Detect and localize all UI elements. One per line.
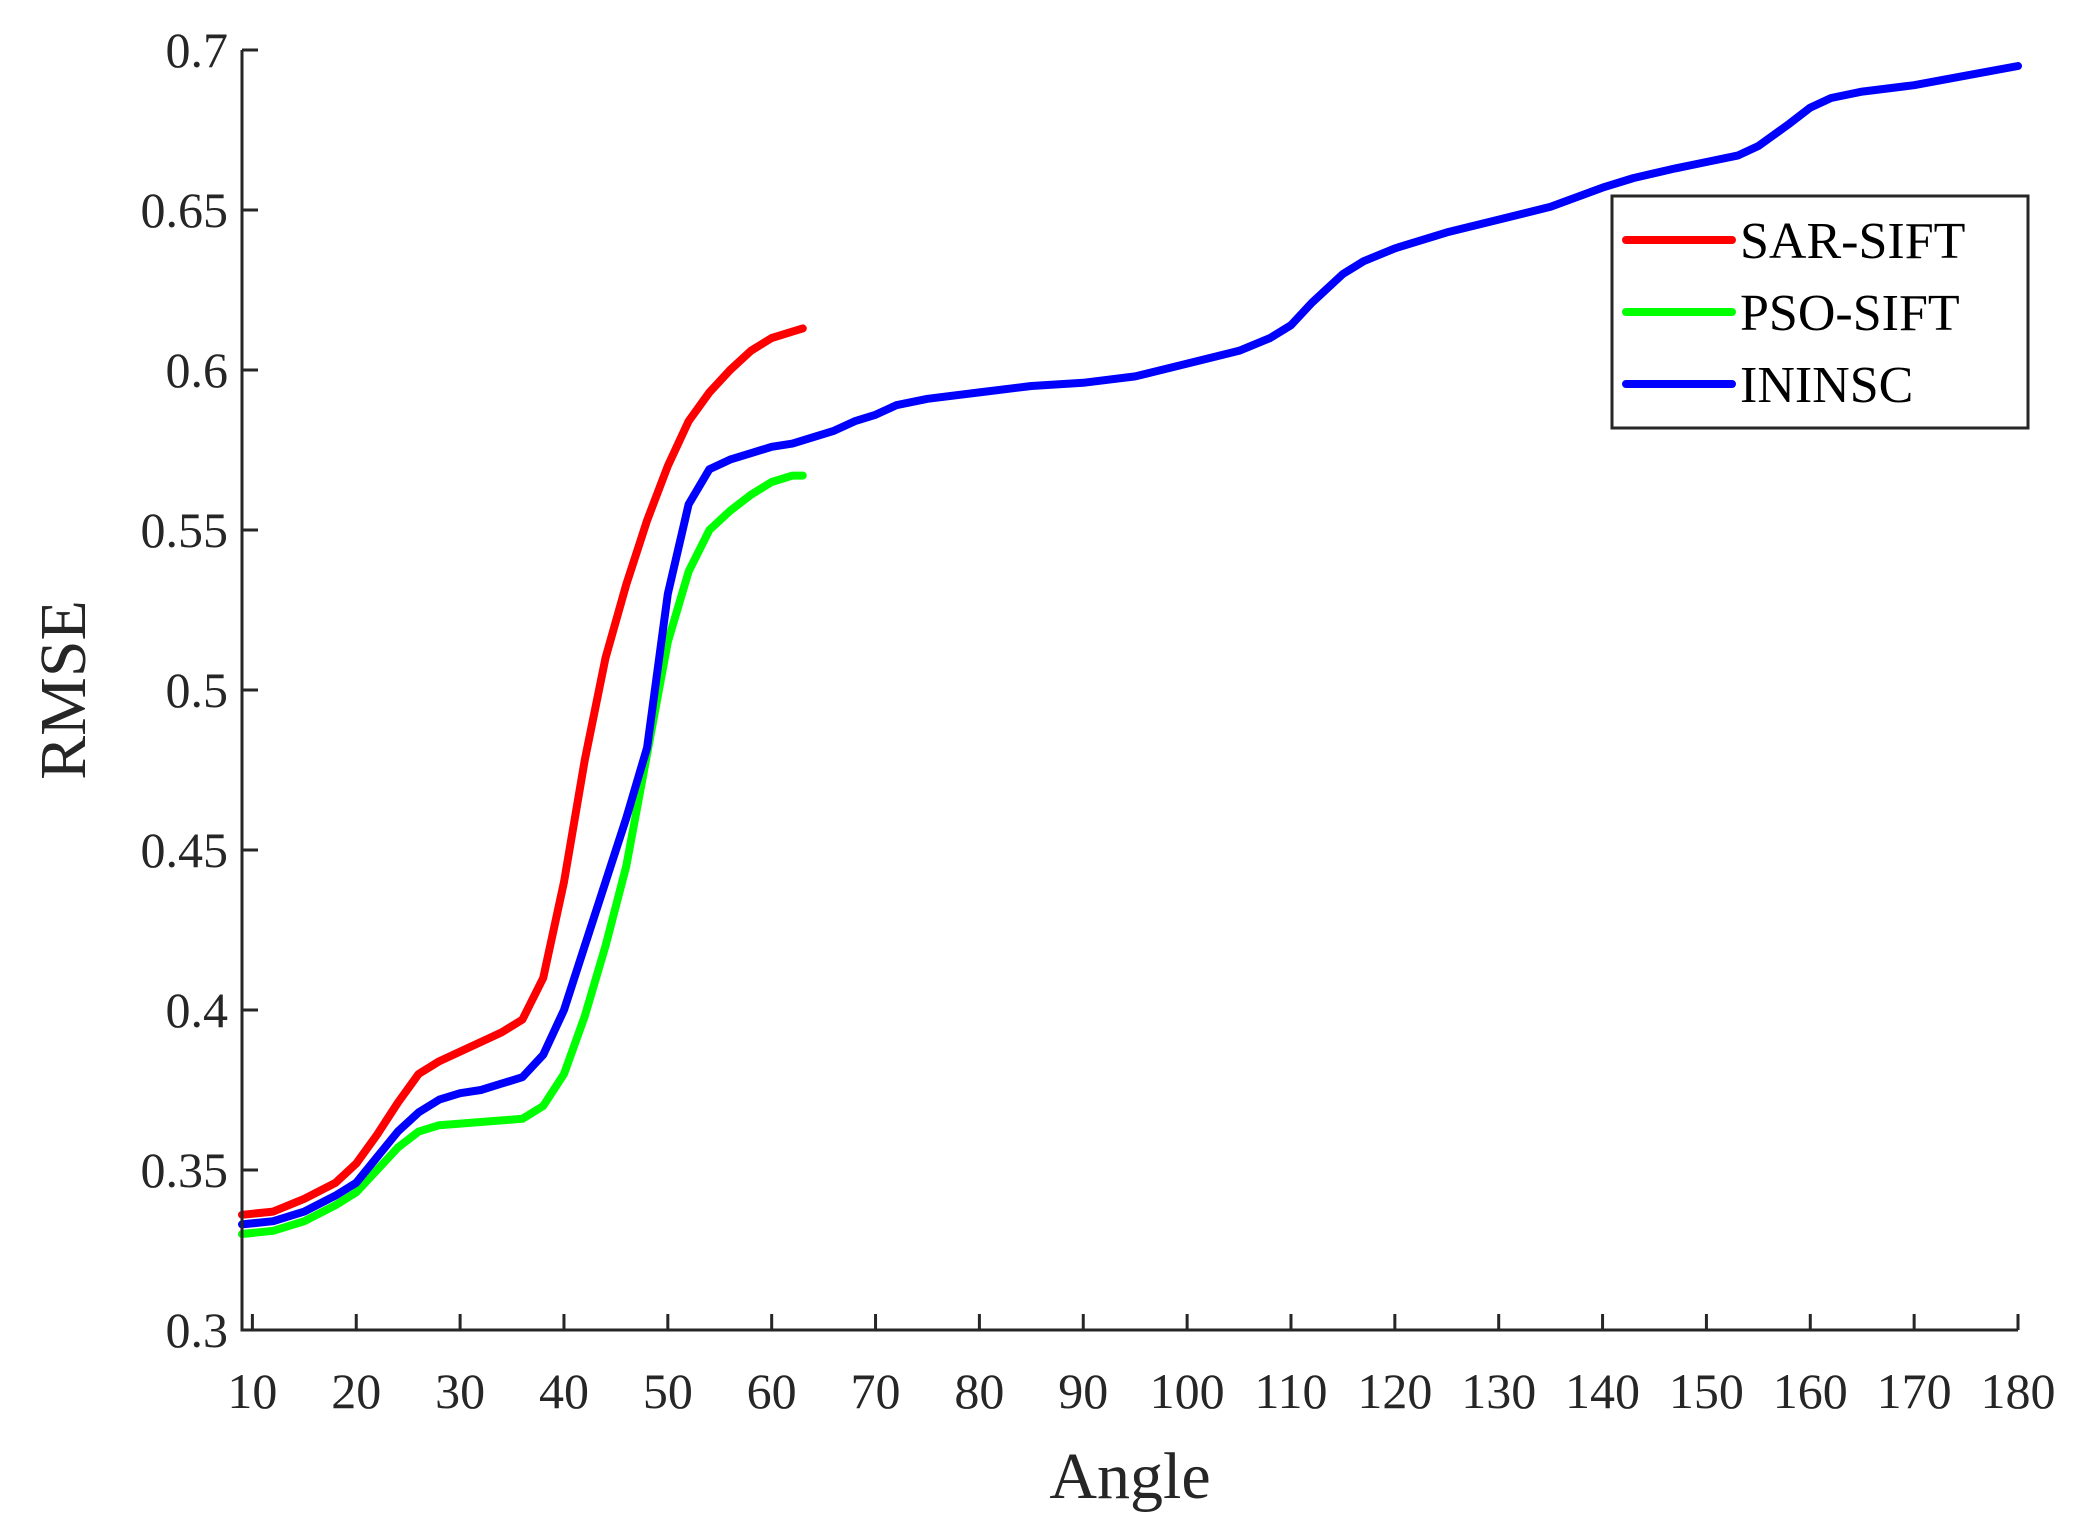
x-tick-label: 150 [1669,1363,1744,1419]
x-tick-label: 100 [1150,1363,1225,1419]
y-tick-label: 0.7 [166,22,229,78]
x-tick-label: 90 [1058,1363,1108,1419]
y-ticks: 0.3 0.35 0.4 0.45 0.5 0.55 0.6 0.65 0.7 [141,22,258,1358]
series-line-sar-sift [238,324,807,1219]
y-tick-label: 0.4 [166,982,229,1038]
series-layer [238,62,2022,1238]
x-tick-label: 180 [1981,1363,2056,1419]
legend: SAR-SIFT PSO-SIFT ININSC [1610,194,2030,430]
legend-label: PSO-SIFT [1740,285,1960,342]
x-tick-label: 130 [1461,1363,1536,1419]
x-tick-label: 70 [851,1363,901,1419]
x-tick-label: 110 [1254,1363,1327,1419]
series-line-pso-sift [238,471,807,1238]
x-axis-title: Angle [1049,1440,1210,1513]
x-tick-label: 160 [1773,1363,1848,1419]
x-tick-label: 60 [747,1363,797,1419]
series-line-ininsc [238,62,2022,1229]
x-tick-label: 120 [1357,1363,1432,1419]
y-tick-label: 0.55 [141,502,229,558]
x-tick-label: 80 [954,1363,1004,1419]
y-tick-label: 0.45 [141,822,229,878]
y-tick-label: 0.35 [141,1142,229,1198]
y-tick-label: 0.65 [141,182,229,238]
x-tick-label: 30 [435,1363,485,1419]
x-tick-label: 10 [227,1363,277,1419]
y-tick-label: 0.5 [166,662,229,718]
legend-label: SAR-SIFT [1740,213,1965,270]
x-ticks: 10 20 30 40 50 60 70 80 90 100 110 120 130 140 150 160 1… [227,1314,2056,1419]
y-tick-label: 0.3 [166,1302,229,1358]
x-tick-label: 170 [1877,1363,1952,1419]
x-tick-label: 140 [1565,1363,1640,1419]
y-tick-label: 0.6 [166,342,229,398]
legend-label: ININSC [1740,357,1913,414]
x-tick-label: 40 [539,1363,589,1419]
y-axis-title: RMSE [27,600,100,780]
x-tick-label: 20 [331,1363,381,1419]
x-tick-label: 50 [643,1363,693,1419]
